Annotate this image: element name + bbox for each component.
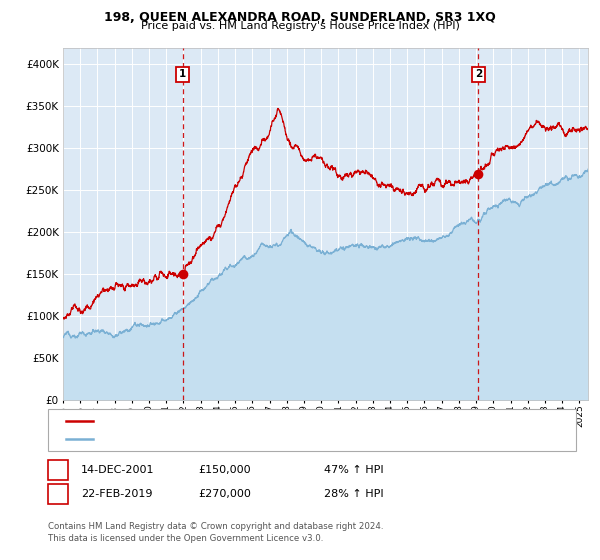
Text: 14-DEC-2001: 14-DEC-2001 — [81, 465, 155, 475]
Text: Price paid vs. HM Land Registry's House Price Index (HPI): Price paid vs. HM Land Registry's House … — [140, 21, 460, 31]
Text: 2: 2 — [475, 69, 482, 80]
Text: 1: 1 — [54, 465, 62, 475]
Text: 198, QUEEN ALEXANDRA ROAD, SUNDERLAND, SR3 1XQ: 198, QUEEN ALEXANDRA ROAD, SUNDERLAND, S… — [104, 11, 496, 24]
Text: £150,000: £150,000 — [198, 465, 251, 475]
Text: Contains HM Land Registry data © Crown copyright and database right 2024.
This d: Contains HM Land Registry data © Crown c… — [48, 522, 383, 543]
Text: 47% ↑ HPI: 47% ↑ HPI — [324, 465, 383, 475]
Text: 28% ↑ HPI: 28% ↑ HPI — [324, 489, 383, 499]
Text: 198, QUEEN ALEXANDRA ROAD, SUNDERLAND, SR3 1XQ (detached house): 198, QUEEN ALEXANDRA ROAD, SUNDERLAND, S… — [99, 416, 466, 426]
Text: £270,000: £270,000 — [198, 489, 251, 499]
Text: 2: 2 — [54, 489, 62, 499]
Text: 1: 1 — [179, 69, 186, 80]
Text: HPI: Average price, detached house, Sunderland: HPI: Average price, detached house, Sund… — [99, 434, 336, 444]
Text: 22-FEB-2019: 22-FEB-2019 — [81, 489, 152, 499]
